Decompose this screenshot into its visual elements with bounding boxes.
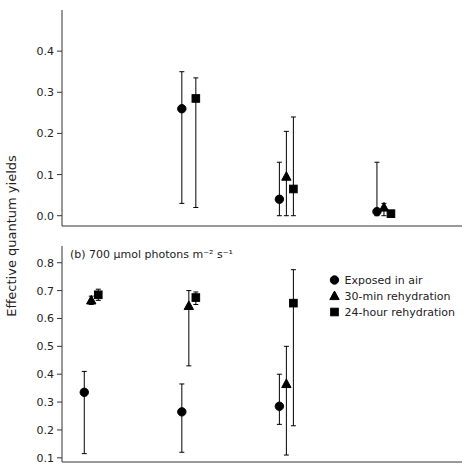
point — [178, 408, 186, 416]
point — [192, 294, 200, 302]
error-bar — [277, 162, 282, 215]
point — [192, 95, 200, 103]
y-tick — [57, 262, 62, 263]
annotation: (b) 700 μmol photons m⁻² s⁻¹ — [70, 248, 233, 261]
y-tick — [57, 318, 62, 319]
y-tick-label: 0.2 — [37, 127, 55, 140]
point — [290, 185, 298, 193]
y-axis-label: Effective quantum yields — [4, 155, 19, 317]
series — [192, 78, 395, 218]
y-tick-label: 0.1 — [37, 452, 55, 465]
y-tick-label: 0.4 — [37, 45, 55, 58]
error-bar — [179, 72, 184, 204]
panel: 0.1 0.2 0.3 0.4 0.5 0.6 0.7 0.8 (b) 700 μmol pho… — [37, 246, 463, 465]
plot-area — [80, 270, 297, 455]
y-tick — [57, 215, 62, 216]
legend-marker — [330, 276, 338, 284]
y-tick-label: 0.1 — [37, 169, 55, 182]
y-tick-label: 0.4 — [37, 368, 55, 381]
error-bar — [277, 374, 282, 424]
legend-marker — [330, 291, 339, 300]
error-bar — [291, 270, 296, 426]
plot-area — [178, 72, 395, 218]
series — [178, 72, 382, 216]
error-bar — [291, 117, 296, 216]
y-tick-label: 0.6 — [37, 312, 55, 325]
y-tick-label: 0.7 — [37, 285, 55, 298]
legend-label: Exposed in air — [344, 274, 422, 287]
y-tick — [57, 402, 62, 403]
series — [94, 270, 297, 426]
point — [275, 195, 283, 203]
point — [282, 379, 291, 388]
error-bar — [284, 346, 289, 455]
point — [373, 207, 381, 215]
point — [387, 210, 395, 218]
y-tick — [57, 174, 62, 175]
y-tick-label: 0.8 — [37, 257, 55, 270]
legend: Exposed in air 30-min rehydration 24-hour … — [330, 274, 455, 319]
x-axis-line — [62, 462, 462, 463]
y-tick — [57, 290, 62, 291]
chart-root: 0.0 0.1 0.2 0.3 0.4 Effective quantum yields 0… — [0, 0, 474, 474]
legend-marker — [331, 308, 339, 316]
legend-label: 24-hour rehydration — [344, 306, 455, 319]
y-tick-label: 0.2 — [37, 424, 55, 437]
legend-label: 30-min rehydration — [344, 290, 450, 303]
y-tick — [57, 429, 62, 430]
y-tick-label: 0.5 — [37, 340, 55, 353]
y-tick-label: 0.3 — [37, 86, 55, 99]
x-axis-line — [62, 226, 462, 227]
point — [184, 301, 193, 310]
y-tick — [57, 92, 62, 93]
series — [282, 131, 389, 215]
point — [275, 402, 283, 410]
y-axis-line — [62, 10, 63, 226]
series — [80, 371, 284, 453]
point — [290, 299, 298, 307]
series — [87, 291, 292, 455]
error-bar — [82, 371, 87, 453]
point — [282, 172, 291, 181]
panel: 0.0 0.1 0.2 0.3 0.4 — [37, 10, 463, 226]
point — [178, 105, 186, 113]
y-tick — [57, 346, 62, 347]
point — [94, 291, 102, 299]
y-tick — [57, 51, 62, 52]
y-tick-label: 0.3 — [37, 396, 55, 409]
y-tick — [57, 133, 62, 134]
y-tick-label: 0.0 — [37, 210, 55, 223]
point — [80, 388, 88, 396]
y-tick — [57, 374, 62, 375]
y-tick — [57, 457, 62, 458]
error-bar — [179, 384, 184, 452]
